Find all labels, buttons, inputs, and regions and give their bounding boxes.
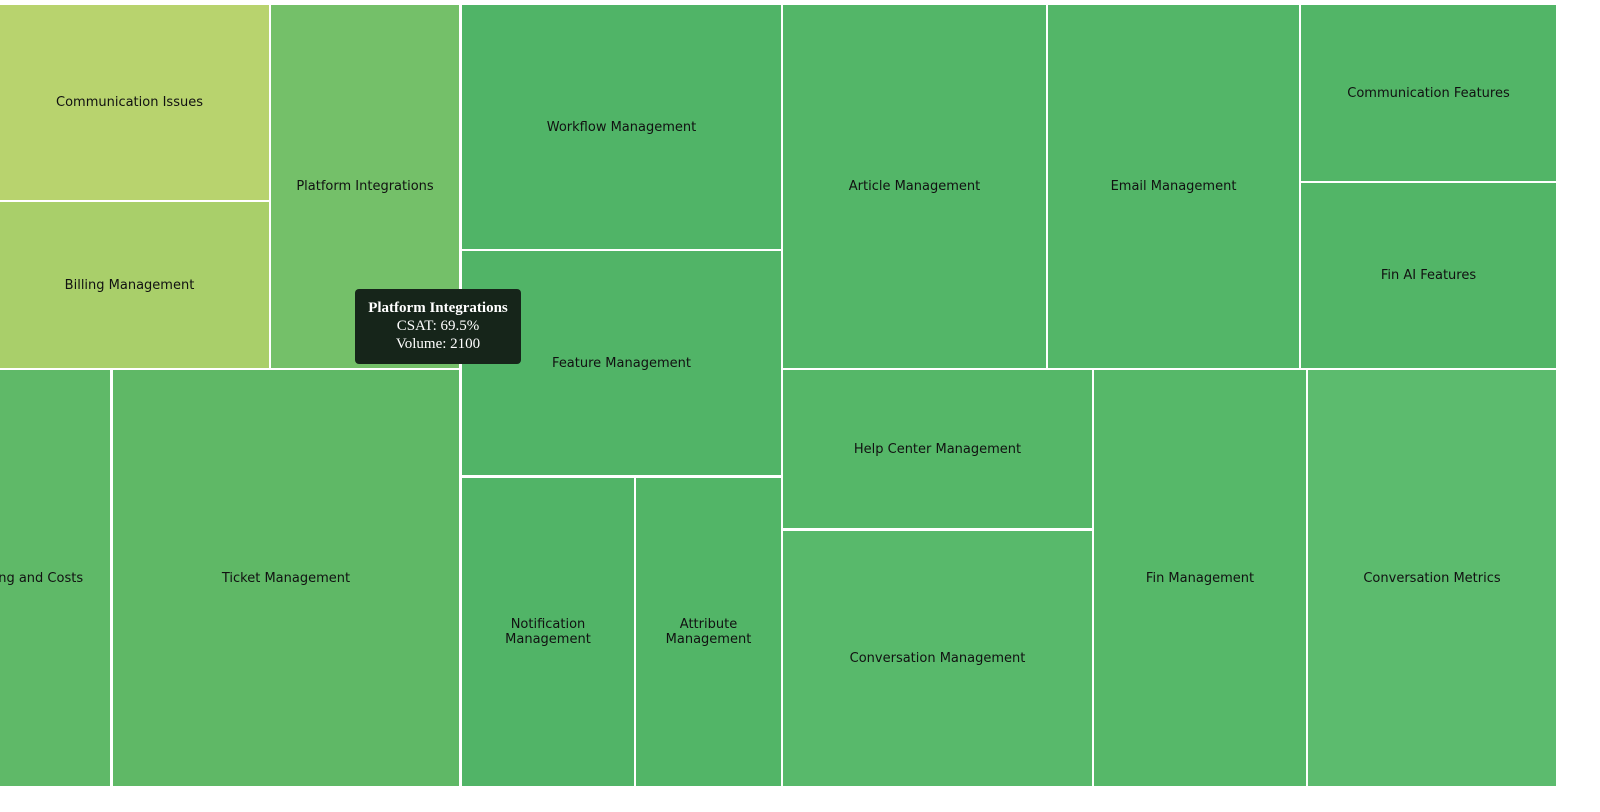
tile-label: Fin Management	[1145, 570, 1255, 586]
tile[interactable]: Workflow Management	[462, 5, 781, 249]
tile-label: Article Management	[848, 179, 981, 194]
tile-label: Feature Management	[552, 355, 691, 371]
tile-label: Conversation Management	[849, 651, 1026, 666]
tile-label: Workflow Management	[546, 119, 697, 135]
tile-label: Communication Features	[1347, 85, 1510, 101]
tile[interactable]: Attribute Management	[636, 478, 781, 786]
tooltip-line: Volume: 2100	[395, 336, 481, 352]
tooltip: Platform Integrations CSAT: 69.5% Volume…	[355, 289, 521, 364]
tile-label: Attribute Management	[665, 617, 752, 647]
tile-label: Communication Issues	[56, 95, 203, 110]
tile-label: Conversation Metrics	[1363, 570, 1501, 586]
tile-label: Billing Management	[64, 277, 195, 293]
tile[interactable]: Ticket Management	[113, 370, 459, 786]
tile[interactable]: Help Center Management	[783, 370, 1092, 528]
tile-label: Ticket Management	[221, 570, 351, 586]
tile[interactable]: Communication Issues	[0, 5, 269, 200]
tile-label: Fin AI Features	[1380, 268, 1477, 283]
tile[interactable]: Fin Management	[1094, 370, 1306, 786]
tooltip-line: CSAT: 69.5%	[396, 318, 480, 334]
tile-label: Notification Management	[505, 617, 591, 647]
tile-label: Help Center Management	[853, 441, 1022, 457]
tile-label: Email Management	[1110, 179, 1237, 194]
tile[interactable]: Email Management	[1048, 5, 1299, 368]
tile[interactable]: Notification Management	[462, 478, 634, 786]
tile-label: Platform Integrations	[296, 179, 434, 194]
tile[interactable]: Conversation Metrics	[1308, 370, 1556, 786]
tile[interactable]: Fin AI Features	[1301, 183, 1556, 368]
tile[interactable]: Article Management	[783, 5, 1046, 368]
tile[interactable]: Communication Features	[1301, 5, 1556, 181]
tile[interactable]: Conversation Management	[783, 531, 1092, 786]
tile-label: Pricing and Costs	[0, 570, 84, 586]
tile[interactable]: Pricing and Costs	[0, 370, 110, 786]
tooltip-title: Platform Integrations	[368, 300, 508, 316]
tile[interactable]: Billing Management	[0, 202, 269, 368]
